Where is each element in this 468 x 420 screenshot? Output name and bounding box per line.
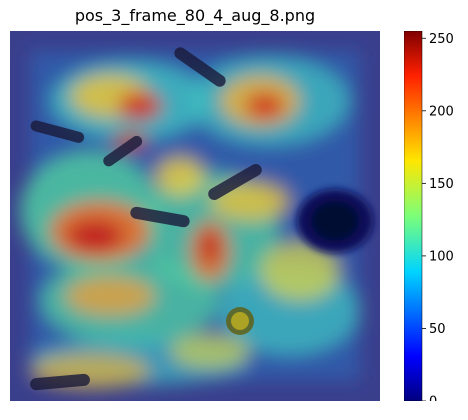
- colorbar-tick-label: 50: [429, 322, 446, 337]
- colorbar-tick-label: 0: [429, 395, 437, 402]
- rod-shapes: [30, 47, 262, 391]
- colorbar-tick-label: 100: [429, 249, 454, 264]
- colorbar-gradient: [404, 31, 423, 401]
- colorbar: 0 50 100 150 200 250: [404, 31, 454, 401]
- cell-ring: [226, 307, 254, 335]
- heatmap-image: [10, 31, 380, 401]
- low-value-region: [297, 189, 373, 253]
- colorbar-tick-label: 150: [429, 177, 454, 192]
- colorbar-tick-label: 250: [429, 32, 454, 47]
- colorbar-tick-label: 200: [429, 104, 454, 119]
- colorbar-ticks: 0 50 100 150 200 250: [422, 32, 454, 401]
- image-title: pos_3_frame_80_4_aug_8.png: [74, 6, 316, 25]
